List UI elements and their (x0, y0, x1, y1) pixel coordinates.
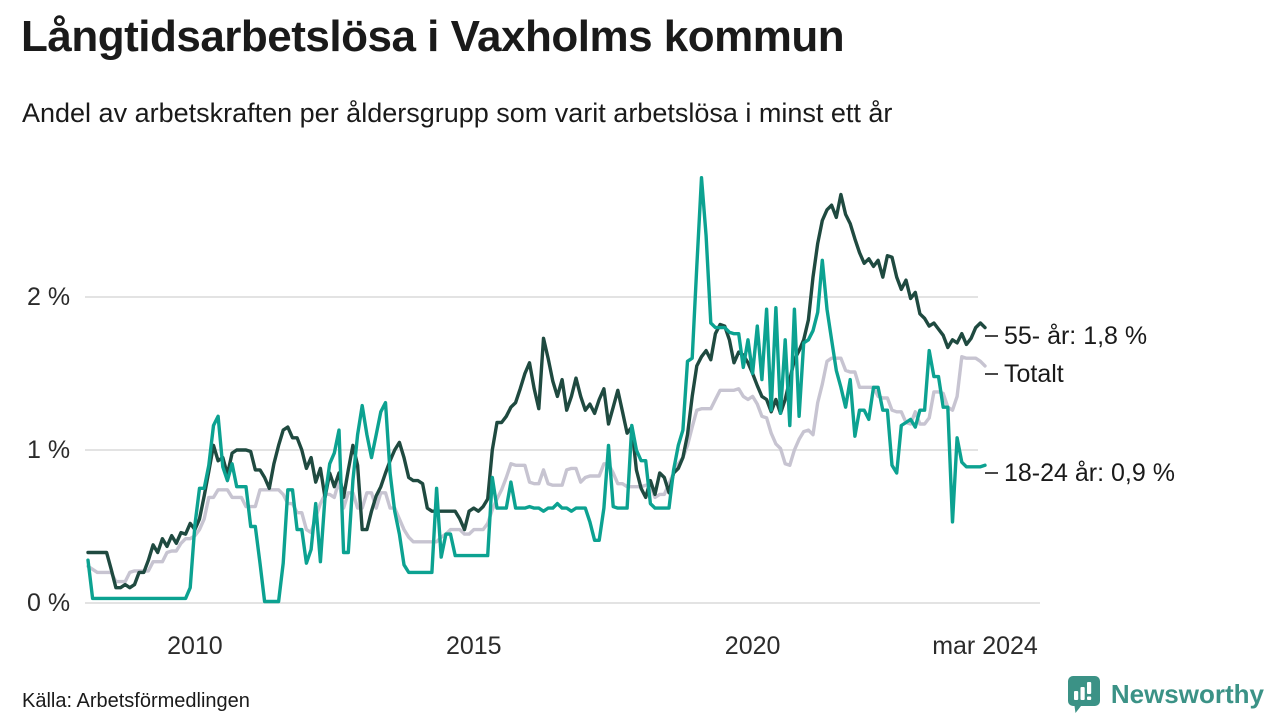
x-axis-tick: 2010 (167, 632, 223, 660)
y-axis-tick: 0 % (27, 589, 71, 617)
leader-dash-icon (985, 334, 998, 337)
newsworthy-brand: Newsworthy (1066, 674, 1264, 714)
x-axis-tick: 2020 (724, 632, 781, 660)
series-line-55-r (86, 192, 987, 590)
page-title: Långtidsarbetslösa i Vaxholms kommun (21, 12, 845, 61)
newsworthy-logo-icon (1067, 676, 1100, 713)
source-note: Källa: Arbetsförmedlingen (22, 690, 250, 712)
series-label-totalt: Totalt (985, 360, 1064, 388)
y-axis-tick: 1 % (27, 436, 71, 464)
leader-dash-icon (985, 472, 998, 475)
series-label-18-24-r: 18-24 år: 0,9 % (985, 459, 1175, 487)
chart-subtitle: Andel av arbetskraften per åldersgrupp s… (22, 98, 893, 128)
y-axis-tick: 2 % (27, 283, 71, 311)
series-line-18-24-r (86, 175, 987, 604)
x-axis-tick: 2015 (445, 632, 502, 660)
x-axis-tick: mar 2024 (932, 632, 1038, 660)
newsworthy-brand-text: Newsworthy (1110, 678, 1264, 709)
leader-dash-icon (985, 372, 998, 375)
series-label-55-r: 55- år: 1,8 % (985, 322, 1147, 350)
